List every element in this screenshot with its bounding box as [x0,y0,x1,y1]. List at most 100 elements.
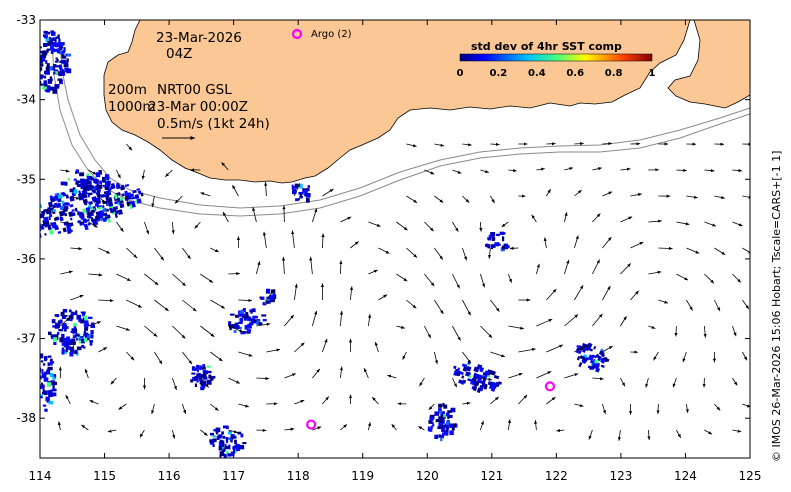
colorbar-ticks: 0 0.2 0.4 0.6 0.8 1 [457,68,656,79]
current-vector [391,423,397,431]
current-vector [592,167,602,171]
current-vector [536,370,552,379]
current-vector [556,428,565,433]
current-vector [704,273,715,284]
current-vector [200,192,211,197]
current-vector [714,195,725,200]
x-tick-label: 115 [93,469,116,483]
current-vector [602,285,611,301]
y-tick-label: -34 [16,93,36,107]
current-vector [340,424,348,431]
y-tick-label: -38 [16,411,36,425]
current-vector [452,273,460,289]
credit-text: © IMOS 26-Mar-2026 15:06 Hobart; Tscale=… [770,151,783,462]
current-vector [714,247,726,256]
current-vector [396,325,405,329]
current-vector [70,341,77,353]
current-vector [171,221,175,234]
current-vector [462,195,470,203]
current-vector [126,143,133,151]
depth-1000-label: 1000m [108,99,156,115]
current-vector [116,221,124,232]
current-vector [98,247,111,254]
current-vector [154,247,165,261]
current-vector [238,403,250,408]
current-vector [210,299,226,309]
current-vector [182,403,187,414]
current-vector [322,396,330,405]
current-vector [617,429,622,441]
current-vector [339,310,344,327]
current-vector [84,368,89,379]
current-vector [592,313,603,327]
current-vector [672,377,677,388]
current-vector [507,419,511,431]
argo-legend-label: Argo (2) [311,29,352,40]
current-vector [490,142,500,146]
current-vector [126,247,138,259]
current-vector [322,338,328,353]
current-vector [371,396,379,405]
current-vector [284,314,295,327]
current-vector [658,246,673,251]
current-vector [592,259,600,275]
current-vector [266,348,281,353]
current-vector [60,270,73,275]
x-tick-label: 125 [739,469,762,483]
sst-patch [190,364,216,391]
current-vector [182,247,191,260]
colorbar [459,53,653,62]
current-vector [686,299,693,311]
current-vector [210,247,220,253]
x-tick-label: 124 [674,469,697,483]
current-vector [428,403,435,411]
current-vector [732,429,742,433]
current-vector [256,322,271,327]
current-vector [321,233,325,249]
sst-patch [485,231,510,252]
current-vector [546,344,564,353]
current-vector [620,167,631,171]
current-vector [647,429,651,441]
current-vector [262,231,267,249]
current-vector [144,273,159,286]
current-vector [742,351,748,361]
current-vector [602,345,613,353]
current-vector [462,143,472,147]
current-vector [546,288,557,301]
current-vector [732,221,743,227]
current-vector [88,221,98,228]
sst-patch [228,308,267,335]
current-vector [238,351,253,357]
current-vector [434,143,445,147]
current-vector [309,256,313,275]
current-vector [98,298,114,303]
current-vector [490,299,500,312]
current-vector [116,325,130,331]
current-vector [154,351,163,365]
x-tick-label: 116 [158,469,181,483]
current-vector [508,325,524,330]
sst-patch [291,183,311,203]
current-vector [742,247,750,254]
current-vector [116,169,121,179]
current-vector [291,230,295,249]
current-vector [396,273,408,282]
current-vector [648,325,656,329]
current-vector [228,325,244,333]
current-vector [536,318,553,327]
current-vector [368,221,381,227]
current-vector [501,221,509,228]
x-axis: 114 115 116 117 118 119 120 121 122 123 124 125 [29,20,762,483]
current-vector [312,426,322,431]
current-vector [98,195,106,204]
current-vector [732,168,743,173]
current-vector [480,325,493,339]
colorbar-tick-label: 0.2 [490,68,508,79]
current-vector [126,299,142,308]
current-vector [402,351,407,360]
current-vector [232,184,239,197]
current-vector [508,168,517,173]
current-vector [60,169,70,173]
current-vector [367,422,372,431]
